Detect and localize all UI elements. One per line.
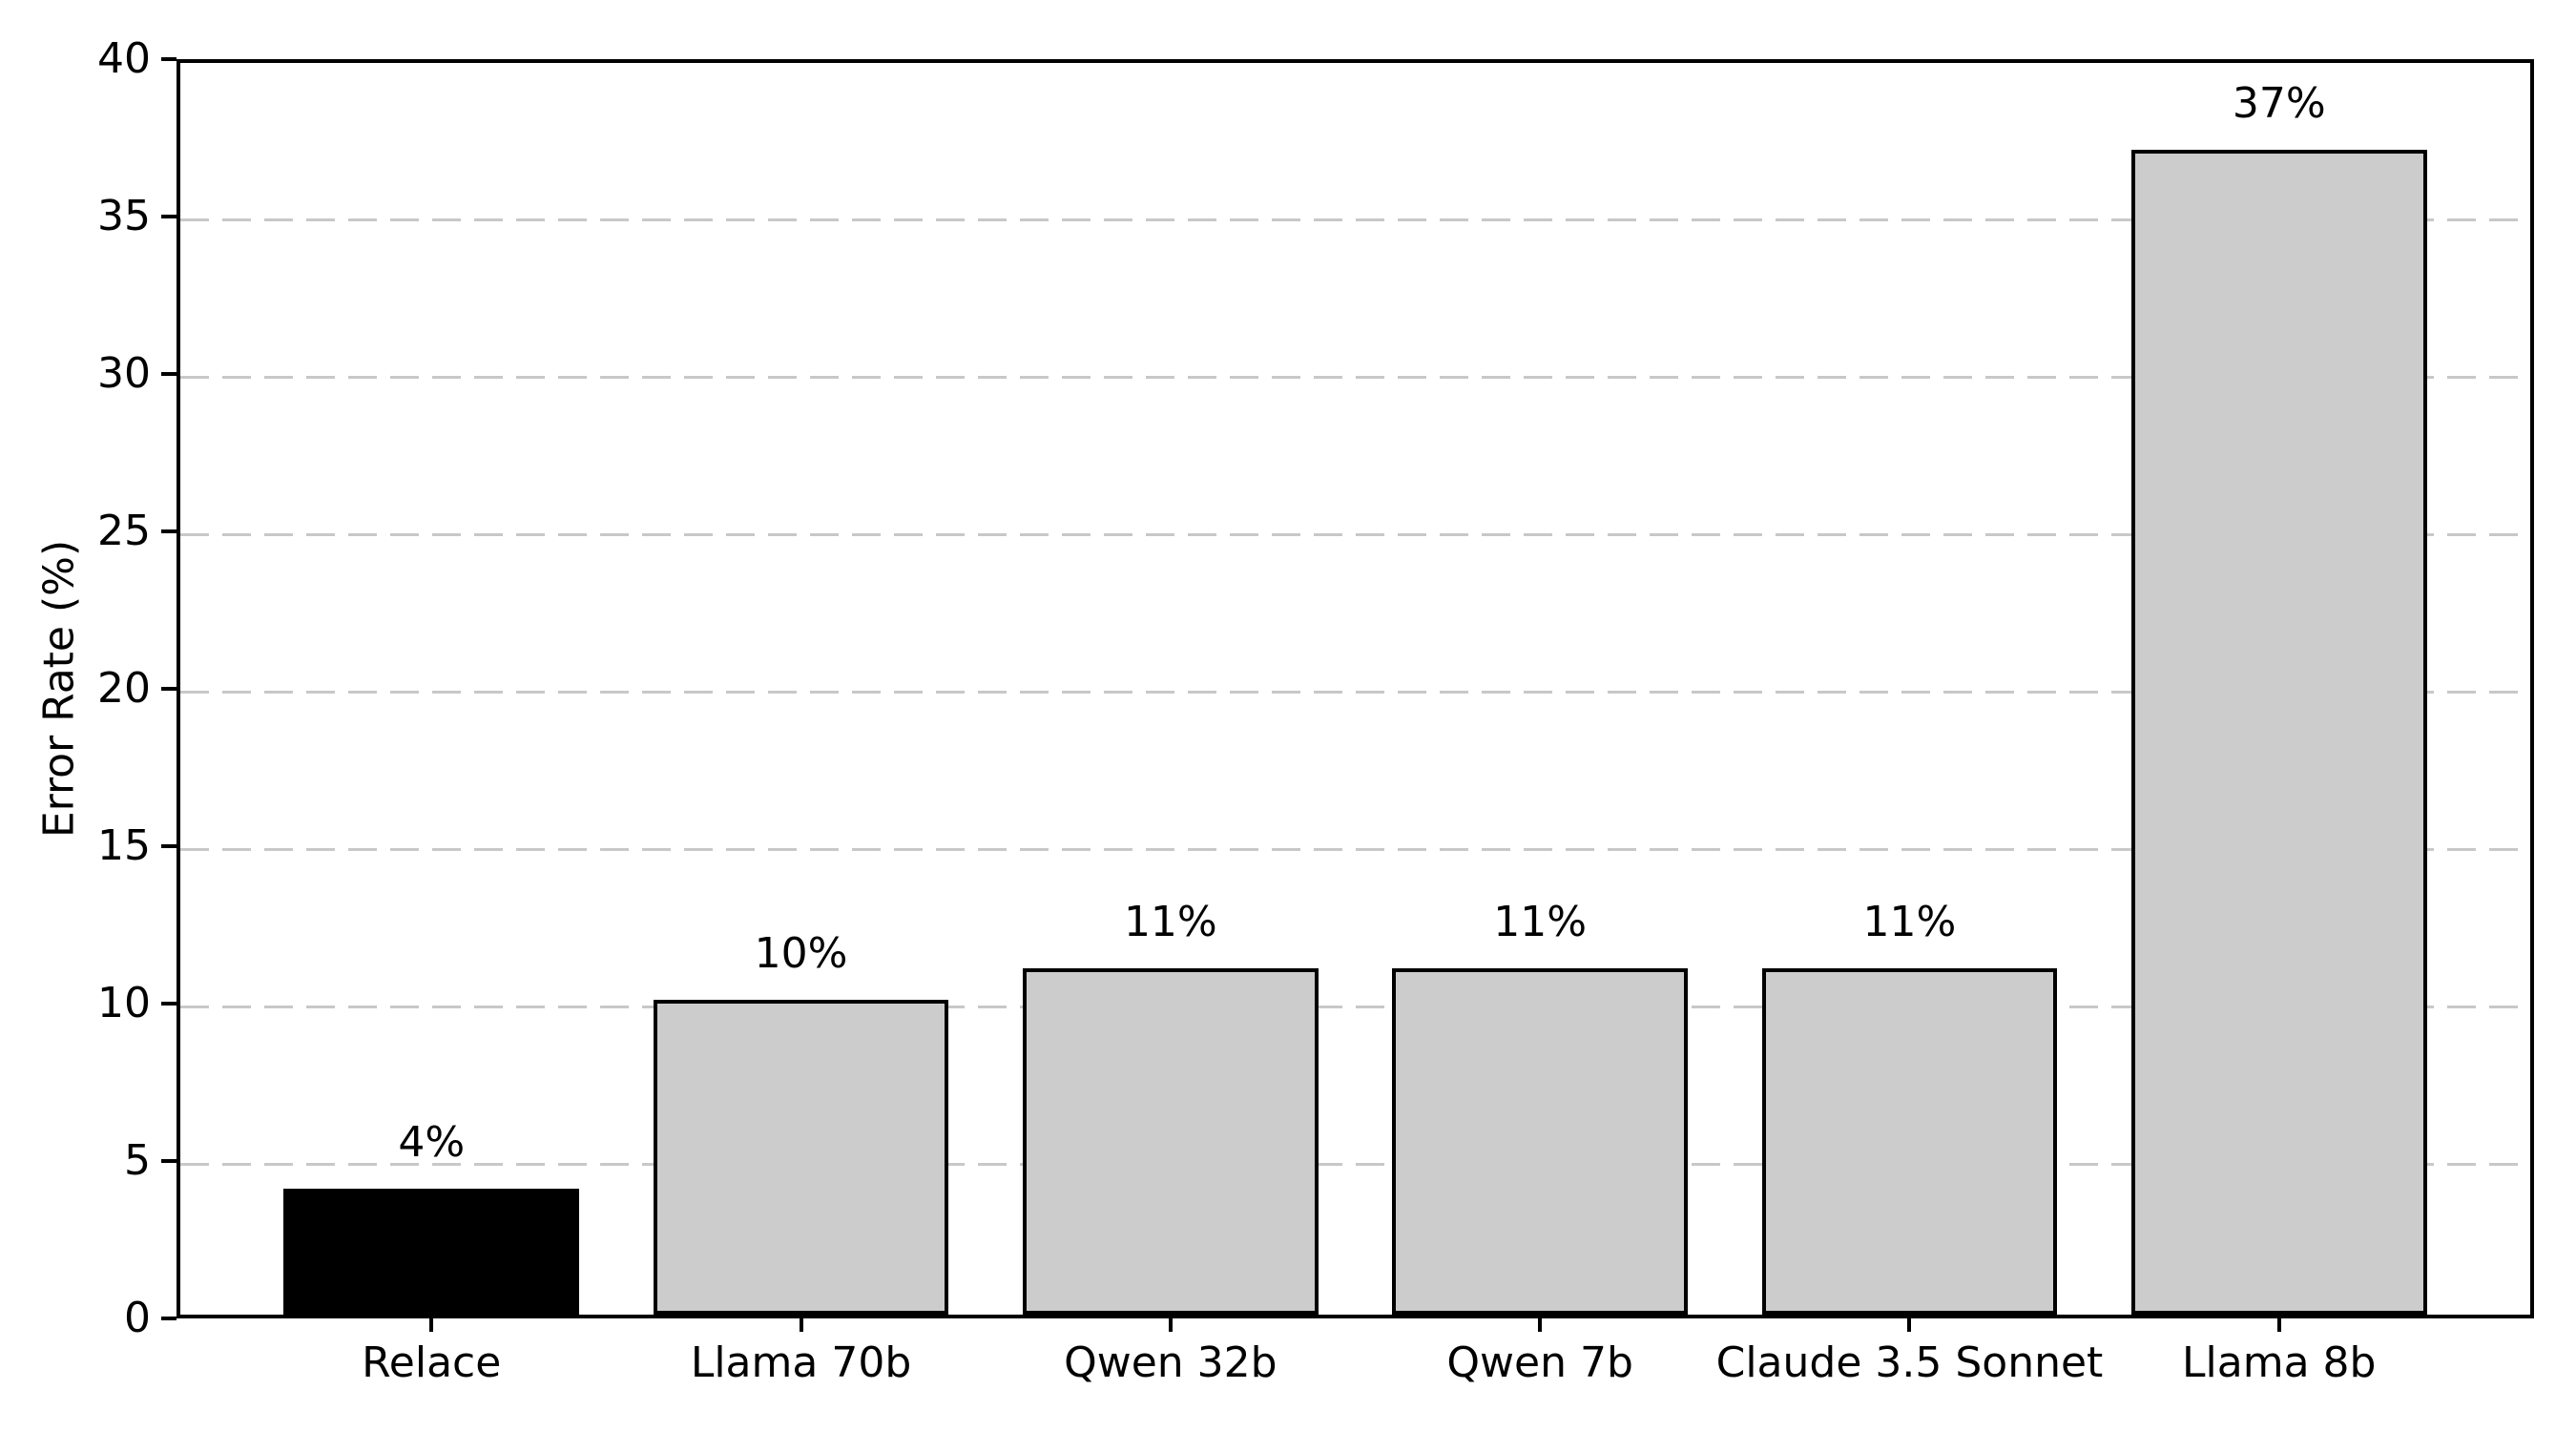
bar-claude-3-5-sonnet xyxy=(1761,968,2058,1315)
gridline-y-25 xyxy=(180,533,2530,536)
x-tick-mark xyxy=(2276,1318,2281,1332)
x-tick-label: Relace xyxy=(362,1338,502,1387)
x-tick-label: Qwen 32b xyxy=(1064,1338,1278,1387)
y-tick-label: 0 xyxy=(124,1294,151,1342)
bar-value-label: 11% xyxy=(1862,897,1957,946)
y-tick-mark xyxy=(161,215,177,218)
y-tick-mark xyxy=(161,1317,177,1320)
y-tick-label: 40 xyxy=(97,34,151,83)
x-tick-label: Llama 70b xyxy=(690,1338,912,1387)
y-tick-label: 30 xyxy=(97,349,151,398)
x-tick-mark xyxy=(1168,1318,1173,1332)
y-tick-mark xyxy=(161,844,177,848)
y-tick-label: 35 xyxy=(97,192,151,240)
gridline-y-35 xyxy=(180,218,2530,221)
x-tick-label: Claude 3.5 Sonnet xyxy=(1715,1338,2104,1387)
x-tick-mark xyxy=(1907,1318,1912,1332)
y-tick-mark xyxy=(161,529,177,533)
bar-value-label: 10% xyxy=(754,928,848,978)
bar-value-label: 37% xyxy=(2232,78,2326,128)
x-tick-label: Qwen 7b xyxy=(1446,1338,1633,1387)
bar-qwen-32b xyxy=(1022,968,1319,1315)
gridline-y-5 xyxy=(180,1163,2530,1166)
bar-value-label: 11% xyxy=(1123,897,1217,946)
x-tick-mark xyxy=(799,1318,803,1332)
bar-llama-70b xyxy=(653,1000,949,1315)
y-tick-label: 20 xyxy=(97,664,151,713)
gridline-y-15 xyxy=(180,848,2530,851)
bar-value-label: 4% xyxy=(398,1117,466,1167)
gridline-y-20 xyxy=(180,691,2530,694)
bar-relace xyxy=(283,1189,580,1315)
bar-value-label: 11% xyxy=(1493,897,1588,946)
y-tick-label: 5 xyxy=(124,1136,151,1185)
y-tick-mark xyxy=(161,1002,177,1006)
y-tick-mark xyxy=(161,687,177,691)
x-tick-mark xyxy=(429,1318,434,1332)
y-tick-mark xyxy=(161,372,177,376)
y-tick-label: 10 xyxy=(97,979,151,1027)
plot-area: 4% 10% 11% 11% 11% 37% xyxy=(177,59,2534,1318)
bar-llama-8b xyxy=(2130,150,2427,1315)
y-tick-label: 15 xyxy=(97,821,151,870)
y-tick-label: 25 xyxy=(97,507,151,555)
y-tick-mark xyxy=(161,57,177,61)
y-tick-mark xyxy=(161,1159,177,1163)
x-tick-label: Llama 8b xyxy=(2182,1338,2377,1387)
gridline-y-30 xyxy=(180,376,2530,379)
gridline-y-10 xyxy=(180,1006,2530,1008)
x-tick-mark xyxy=(1538,1318,1543,1332)
bar-qwen-7b xyxy=(1392,968,1689,1315)
